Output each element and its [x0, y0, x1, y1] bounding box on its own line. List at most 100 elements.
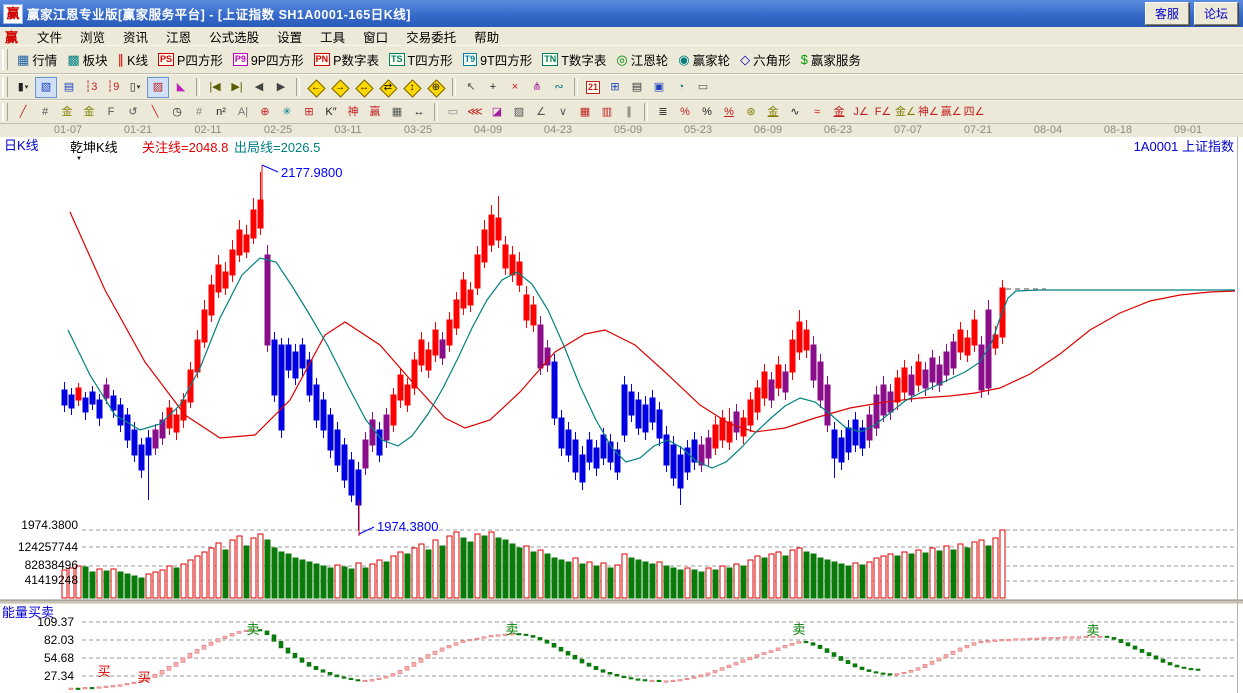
- draw-mark-pen-button[interactable]: ∿: [790, 105, 800, 118]
- draw-gold-red-button[interactable]: 金: [833, 105, 845, 118]
- menu-item-trade[interactable]: 交易委托: [406, 30, 457, 45]
- draw-grid-lines-button[interactable]: #: [195, 105, 203, 118]
- nav-world-time-button[interactable]: ◔: [677, 80, 685, 93]
- menu-item-formula-stock[interactable]: 公式选股: [209, 30, 260, 45]
- draw-wave-tool-button[interactable]: ≈: [813, 105, 821, 118]
- toolbar-9t-square-button[interactable]: T9 9T四方形: [458, 49, 538, 70]
- toolbar-kline-button[interactable]: ∥ K线: [113, 49, 153, 70]
- toolbar-winner-wheel-button[interactable]: ◉ 赢家轮: [673, 49, 735, 70]
- draw-gold-angle-button[interactable]: 金∠: [895, 105, 916, 118]
- kline-type-dropdown[interactable]: 乾坤K线: [70, 140, 118, 155]
- forum-button[interactable]: 论坛: [1193, 2, 1238, 25]
- nav-volume-profile-button[interactable]: ◣: [176, 80, 186, 93]
- draw-zigzag-button[interactable]: ∨: [558, 105, 568, 118]
- nav-print-button[interactable]: ▭: [697, 80, 709, 93]
- nav-expand-horizontal-button[interactable]: ↔: [353, 78, 375, 98]
- nav-prev-page-button[interactable]: ◀: [254, 80, 264, 93]
- menu-item-gann[interactable]: 江恩: [166, 30, 192, 45]
- nav-drag-hand-button[interactable]: ↖: [466, 80, 476, 93]
- nav-expand-vertical-button[interactable]: ↕: [401, 78, 423, 98]
- nav-save-button[interactable]: ▣: [653, 80, 665, 93]
- draw-star-web-button[interactable]: ✳: [282, 105, 292, 118]
- nav-kline-highlight-button[interactable]: ▨: [147, 76, 169, 98]
- draw-diag-box-button[interactable]: ▨: [513, 105, 525, 118]
- toolbar-p-square-button[interactable]: PS P四方形: [153, 49, 228, 70]
- nav-gann-tool-button[interactable]: ⋔: [532, 80, 542, 93]
- nav-smart-analysis-button[interactable]: ∾: [554, 80, 564, 93]
- nav-nine-bars-button[interactable]: ┆9: [106, 80, 120, 93]
- nav-kline-style-button[interactable]: ▮ ▾: [13, 78, 33, 97]
- nav-stock-info-button[interactable]: ▤: [63, 80, 75, 93]
- menu-item-settings[interactable]: 设置: [277, 30, 303, 45]
- draw-pencil-button[interactable]: ╱: [19, 105, 27, 118]
- draw-si-angle-button[interactable]: 四∠: [963, 105, 985, 118]
- nav-calculator-button[interactable]: ⊞: [610, 80, 620, 93]
- menu-item-news[interactable]: 资讯: [123, 30, 149, 45]
- toolbar-sectors-button[interactable]: ▩ 板块: [62, 49, 112, 70]
- draw-parallel-lines-button[interactable]: ∥: [626, 105, 632, 118]
- draw-price-grid-button[interactable]: ▦: [391, 105, 403, 118]
- menu-item-browse[interactable]: 浏览: [80, 30, 106, 45]
- nav-crosshair-button[interactable]: +: [489, 80, 497, 93]
- nav-delete-line-button[interactable]: ×: [511, 80, 519, 93]
- draw-red-grid-2-button[interactable]: ▥: [601, 105, 613, 118]
- draw-gold-grid-2-button[interactable]: 金: [83, 105, 95, 118]
- draw-percent-line-button[interactable]: %: [680, 105, 690, 118]
- nav-shift-left-button[interactable]: ←: [305, 78, 327, 98]
- menu-item-file[interactable]: 文件: [37, 30, 63, 45]
- draw-percent-under-button[interactable]: %: [724, 105, 734, 118]
- chart-area[interactable]: 买 买 卖 卖 卖 卖 2177.9800 1974.3800 日K线 乾坤K线 ▼ 关注线=2048…: [0, 137, 1243, 693]
- menu-item-help[interactable]: 帮助: [474, 30, 500, 45]
- draw-angle-a-button[interactable]: A|: [237, 105, 249, 118]
- nav-calendar-button[interactable]: 21: [583, 78, 603, 97]
- nav-next-page-button[interactable]: ▶: [276, 80, 286, 93]
- draw-time-grid-button[interactable]: #: [41, 105, 49, 118]
- draw-box-tool-button[interactable]: ▭: [447, 105, 459, 118]
- draw-gold-circle-button[interactable]: ⊛: [746, 105, 756, 118]
- menu-item-tools[interactable]: 工具: [320, 30, 346, 45]
- draw-shen-angle-button[interactable]: 神∠: [917, 105, 939, 118]
- draw-gold-line-button[interactable]: 金: [767, 105, 779, 118]
- draw-web-grid-button[interactable]: ⊞: [304, 105, 314, 118]
- draw-f-angle-button[interactable]: F∠: [874, 105, 892, 118]
- toolbar-winner-service-button[interactable]: $ 赢家服务: [796, 49, 866, 70]
- draw-trend-angle-button[interactable]: ∠: [536, 105, 546, 118]
- toolbar-quotes-button[interactable]: ▦ 行情: [12, 49, 62, 70]
- draw-red-grid-1-button[interactable]: ▦: [579, 105, 591, 118]
- draw-fan-box-button[interactable]: ◪: [491, 105, 503, 118]
- nav-three-bars-button[interactable]: ┆3: [84, 80, 98, 93]
- draw-k-mark-button[interactable]: K″: [325, 105, 337, 118]
- toolbar-t-square-button[interactable]: TS T四方形: [384, 49, 458, 70]
- nav-last-page-button[interactable]: ▶|: [231, 80, 243, 93]
- toolbar-grip[interactable]: [2, 77, 8, 97]
- draw-fibonacci-button[interactable]: F: [107, 105, 115, 118]
- nav-qiankun-pattern-button[interactable]: ▧: [35, 76, 57, 98]
- draw-j-angle-button[interactable]: J∠: [853, 105, 869, 118]
- customer-service-button[interactable]: 客服: [1144, 2, 1189, 25]
- menu-item-window[interactable]: 窗口: [363, 30, 389, 45]
- toolbar-grip[interactable]: [2, 103, 8, 121]
- draw-n-square-button[interactable]: n²: [216, 105, 226, 118]
- draw-gold-grid-1-button[interactable]: 金: [61, 105, 73, 118]
- nav-notes-button[interactable]: ▤: [631, 80, 643, 93]
- nav-candle-type-button[interactable]: ▯ ▾: [125, 78, 145, 97]
- nav-first-page-button[interactable]: |◀: [209, 80, 221, 93]
- draw-shen-tool-button[interactable]: 神: [347, 105, 359, 118]
- nav-restore-scale-button[interactable]: ⊕: [425, 78, 447, 98]
- draw-circle-cross-button[interactable]: ⊕: [260, 105, 270, 118]
- draw-stats-bars-button[interactable]: ≣: [658, 105, 668, 118]
- draw-red-pencil-button[interactable]: ╲: [151, 105, 159, 118]
- toolbar-9p-square-button[interactable]: P9 9P四方形: [228, 49, 309, 70]
- nav-compress-horizontal-button[interactable]: ⇄: [377, 78, 399, 98]
- nav-shift-right-button[interactable]: →: [329, 78, 351, 98]
- draw-time-circle-button[interactable]: ◷: [172, 105, 182, 118]
- toolbar-grip[interactable]: [2, 48, 8, 71]
- toolbar-hexagon-button[interactable]: ◇ 六角形: [735, 49, 796, 70]
- draw-h-measure-button[interactable]: ↔: [413, 105, 425, 118]
- toolbar-gann-wheel-button[interactable]: ◎ 江恩轮: [611, 49, 673, 70]
- draw-percent-button[interactable]: %: [702, 105, 712, 118]
- draw-spiral-button[interactable]: ↺: [128, 105, 138, 118]
- draw-gann-fan-button[interactable]: ⋘: [467, 105, 483, 118]
- toolbar-t-number-button[interactable]: TN T数字表: [537, 49, 611, 70]
- draw-ying-tool-button[interactable]: 赢: [369, 105, 381, 118]
